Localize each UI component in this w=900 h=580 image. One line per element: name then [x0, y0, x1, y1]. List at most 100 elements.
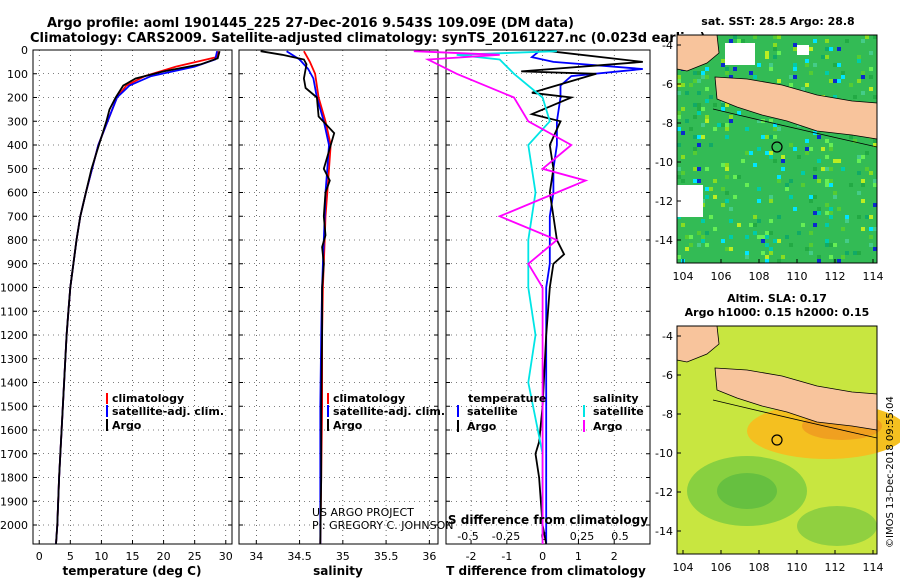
sst-pixel	[709, 215, 713, 219]
sst-pixel	[713, 195, 717, 199]
sst-pixel	[773, 47, 777, 51]
sst-pixel	[749, 151, 753, 155]
pi-credit: PI: GREGORY C. JOHNSON	[312, 519, 453, 532]
sst-pixel	[825, 39, 829, 43]
salinity-legend: climatology satellite-adj. clim. Argo	[327, 392, 445, 432]
series-line-argo	[260, 50, 336, 545]
sst-pixel	[693, 115, 697, 119]
sst-pixel	[829, 207, 833, 211]
sst-pixel	[725, 175, 729, 179]
map-y-tick-label: -14	[655, 234, 673, 247]
sst-pixel	[813, 63, 817, 67]
sst-pixel	[729, 219, 733, 223]
sst-pixel	[701, 107, 705, 111]
sst-map-title: sat. SST: 28.5 Argo: 28.8	[701, 15, 854, 28]
contour-line	[712, 108, 878, 148]
sst-pixel	[829, 179, 833, 183]
sst-pixel	[757, 199, 761, 203]
sst-pixel	[873, 139, 877, 143]
sla-low	[797, 506, 877, 546]
sst-pixel	[849, 83, 853, 87]
depth-tick-label: 700	[7, 210, 28, 223]
sst-pixel	[769, 247, 773, 251]
sst-pixel	[825, 55, 829, 59]
sst-pixel	[705, 195, 709, 199]
sst-pixel	[757, 147, 761, 151]
sst-pixel	[693, 147, 697, 151]
sst-pixel	[697, 231, 701, 235]
sst-pixel	[733, 35, 737, 39]
sst-pixel	[777, 175, 781, 179]
sst-pixel	[765, 259, 769, 263]
sst-pixel	[693, 135, 697, 139]
sst-pixel	[685, 247, 689, 251]
sst-pixel	[721, 107, 725, 111]
sst-pixel	[829, 143, 833, 147]
depth-tick-label: 300	[7, 115, 28, 128]
sst-pixel	[769, 135, 773, 139]
sst-pixel	[677, 175, 681, 179]
sst-pixel	[809, 147, 813, 151]
sst-pixel	[817, 135, 821, 139]
sst-pixel	[713, 227, 717, 231]
series-line-satellite	[456, 50, 557, 544]
sst-pixel	[705, 115, 709, 119]
salinity-plot-frame	[238, 49, 439, 545]
sst-pixel	[745, 183, 749, 187]
sst-pixel	[873, 143, 877, 147]
sst-pixel	[681, 131, 685, 135]
sst-pixel	[841, 71, 845, 75]
sst-pixel	[677, 167, 681, 171]
sst-pixel	[681, 179, 685, 183]
map-x-tick-label: 108	[749, 561, 770, 574]
sst-pixel	[765, 55, 769, 59]
sst-pixel	[809, 231, 813, 235]
map-x-tick-label: 112	[825, 270, 846, 283]
sst-pixel	[861, 199, 865, 203]
sst-pixel	[677, 115, 681, 119]
sst-pixel	[705, 119, 709, 123]
sst-pixel	[729, 119, 733, 123]
sst-pixel	[713, 103, 717, 107]
series-line-argo	[521, 50, 643, 545]
map-frame	[676, 34, 878, 264]
sst-pixel	[857, 171, 861, 175]
legend-satellite: satellite-adj. clim.	[333, 405, 445, 418]
x-tick-label: 10	[94, 550, 108, 563]
sst-pixel	[869, 243, 873, 247]
sst-pixel	[793, 47, 797, 51]
depth-tick-label: 1100	[0, 305, 28, 318]
sst-pixel	[773, 43, 777, 47]
sst-pixel	[833, 159, 837, 163]
sst-pixel	[725, 167, 729, 171]
sst-pixel	[873, 183, 877, 187]
x-tick-label: 5	[67, 550, 74, 563]
sst-pixel	[865, 35, 869, 39]
sst-pixel	[737, 223, 741, 227]
sst-pixel	[693, 103, 697, 107]
sst-pixel	[817, 259, 821, 263]
sst-pixel	[817, 207, 821, 211]
sst-pixel	[705, 243, 709, 247]
sst-pixel	[701, 71, 705, 75]
sst-pixel	[777, 215, 781, 219]
sst-pixel	[725, 163, 729, 167]
sst-pixel	[845, 239, 849, 243]
map-x-tick-label: 110	[787, 561, 808, 574]
sst-pixel	[773, 123, 777, 127]
sst-pixel	[677, 83, 681, 87]
difference-panel: -2 -1 0 1 2-0.5 -0.25 0 0.25 0.5	[413, 49, 651, 563]
sst-pixel	[829, 183, 833, 187]
sst-pixel	[725, 127, 729, 131]
sst-pixel	[685, 119, 689, 123]
sst-pixel	[785, 183, 789, 187]
sst-pixel	[765, 135, 769, 139]
sst-pixel	[873, 95, 877, 99]
sst-pixel	[821, 55, 825, 59]
sst-pixel	[677, 75, 681, 79]
sst-pixel	[777, 259, 781, 263]
sst-pixel	[769, 231, 773, 235]
sst-pixel	[849, 183, 853, 187]
sst-pixel	[677, 127, 681, 131]
